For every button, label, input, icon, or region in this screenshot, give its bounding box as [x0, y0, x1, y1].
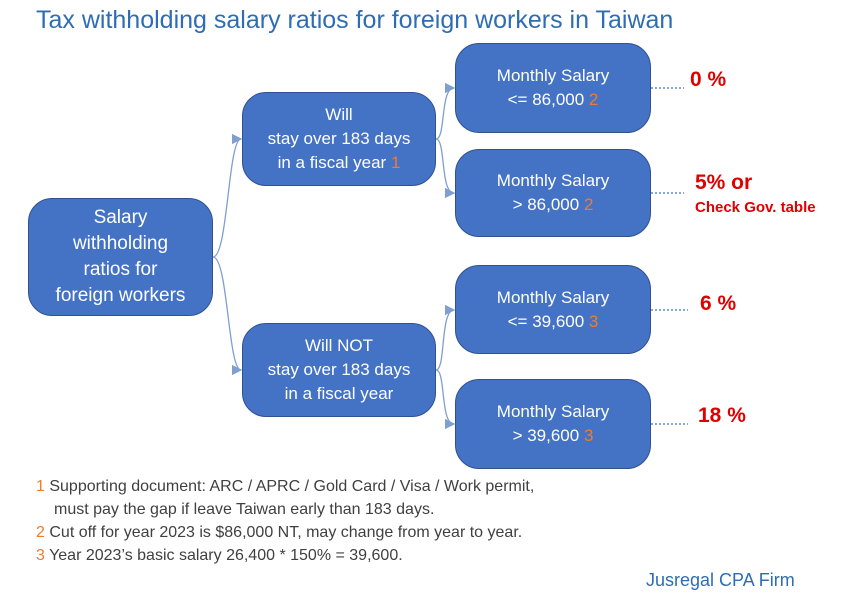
- node-text: in a fiscal year: [277, 153, 387, 172]
- arrow: [212, 133, 243, 258]
- node-text: <= 86,000: [507, 90, 585, 109]
- node-line: Monthly Salary: [497, 64, 609, 88]
- node: Monthly Salary > 39,600 3: [455, 379, 651, 469]
- node: Will stay over 183 days in a fiscal year 1: [242, 92, 436, 186]
- node-text: Monthly Salary: [496, 287, 610, 307]
- result-text: 5% or: [695, 171, 753, 194]
- node-text: foreign workers: [55, 285, 186, 306]
- reference-number: 3: [588, 311, 599, 331]
- node-line: <= 39,600 3: [508, 310, 599, 334]
- reference-number: 2: [588, 90, 599, 109]
- note-line: 1 Supporting document: ARC / APRC / Gold…: [36, 475, 534, 498]
- node-line: ratios for: [84, 257, 158, 283]
- node: Monthly Salary <= 86,000 2: [455, 43, 651, 133]
- result: 5% or Check Gov. table: [695, 169, 816, 219]
- node-line: > 39,600 3: [513, 424, 594, 448]
- note-text: Supporting document: ARC / APRC / Gold C…: [49, 478, 535, 495]
- result-text: 6 %: [700, 292, 737, 315]
- node-text: Will: [325, 105, 353, 124]
- node-text: Monthly Salary: [496, 171, 610, 190]
- note-line: 2 Cut off for year 2023 is $86,000 NT, m…: [36, 521, 534, 544]
- node-text: Will NOT: [305, 336, 373, 355]
- footer: Jusregal CPA Firm: [646, 570, 795, 590]
- node-line: Will NOT: [305, 334, 373, 358]
- arrow: [212, 256, 243, 376]
- node-text: Monthly Salary: [496, 402, 610, 421]
- node-line: foreign workers: [56, 283, 186, 309]
- reference-number: 3: [583, 426, 594, 445]
- node-line: Salary: [94, 205, 148, 231]
- node: Monthly Salary > 86,000 2: [455, 149, 651, 237]
- reference-number: 1: [36, 478, 45, 495]
- result-text: 0 %: [690, 68, 727, 91]
- result: 18 %: [698, 402, 746, 430]
- node-line: Monthly Salary: [497, 400, 609, 424]
- node-line: Will: [325, 103, 352, 127]
- node-text: withholding: [72, 233, 169, 254]
- node-line: Monthly Salary: [497, 169, 609, 193]
- reference-number: 1: [390, 153, 401, 172]
- reference-number: 2: [36, 524, 45, 541]
- node-line: <= 86,000 2: [508, 88, 599, 112]
- node-line: in a fiscal year: [285, 382, 394, 406]
- reference-number: 3: [36, 547, 45, 564]
- node-line: withholding: [73, 231, 168, 257]
- title: Tax withholding salary ratios for foreig…: [36, 6, 674, 34]
- arrow: [435, 304, 456, 371]
- reference-number: 2: [583, 195, 594, 214]
- node-text: Salary: [93, 207, 148, 228]
- node-text: stay over 183 days: [267, 129, 411, 148]
- note-line: 3 Year 2023’s basic salary 26,400 * 150%…: [36, 544, 534, 567]
- node-text: Monthly Salary: [496, 66, 610, 85]
- node-line: > 86,000 2: [513, 193, 594, 217]
- node: Monthly Salary <= 39,600 3: [455, 265, 651, 354]
- arrow: [435, 369, 456, 430]
- node-line: in a fiscal year 1: [278, 151, 401, 175]
- node-text: > 86,000: [512, 195, 580, 214]
- note-text: must pay the gap if leave Taiwan early t…: [54, 501, 435, 518]
- note-line: must pay the gap if leave Taiwan early t…: [36, 498, 534, 521]
- node: Will NOT stay over 183 days in a fiscal ye…: [242, 323, 436, 417]
- result: 0 %: [690, 66, 726, 94]
- notes: 1 Supporting document: ARC / APRC / Gold…: [36, 475, 534, 567]
- result-text: 18 %: [698, 404, 746, 427]
- note-text: Year 2023’s basic salary 26,400 * 150% =…: [49, 547, 403, 564]
- result-text: Check Gov. table: [695, 199, 816, 216]
- arrow: [435, 138, 456, 199]
- node-text: stay over 183 days: [267, 360, 411, 379]
- node-line: stay over 183 days: [268, 358, 411, 382]
- node-line: Monthly Salary: [497, 286, 609, 310]
- note-text: Cut off for year 2023 is $86,000 NT, may…: [49, 524, 523, 541]
- arrow: [435, 82, 456, 140]
- node-text: in a fiscal year: [284, 384, 394, 403]
- node-text: <= 39,600: [507, 311, 585, 331]
- node-text: ratios for: [83, 259, 158, 280]
- node: Salary withholding ratios for foreign worke…: [28, 198, 213, 316]
- node-text: > 39,600: [512, 426, 580, 445]
- node-line: stay over 183 days: [268, 127, 411, 151]
- result: 6 %: [700, 290, 736, 318]
